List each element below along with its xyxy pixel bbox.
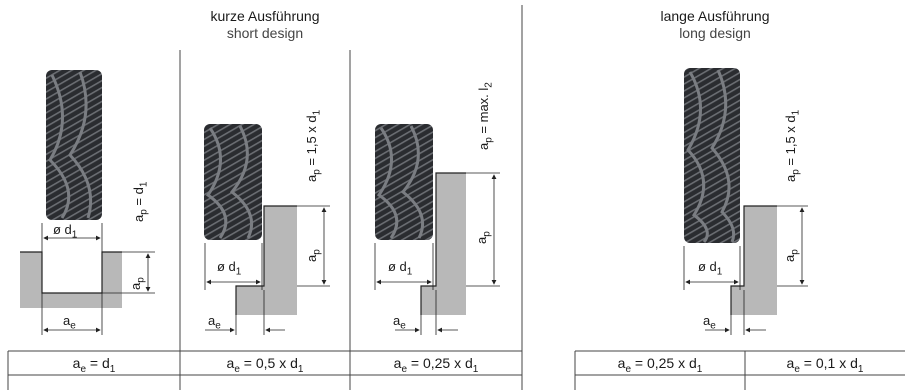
table-cell-ae-5: ae = 0,1 x d1 (786, 355, 864, 375)
table-cell-ae-2: ae = 0,5 x d1 (226, 355, 304, 375)
ae-label-3: ae (393, 313, 406, 332)
ap-label-3: ap (474, 231, 493, 244)
short-design-header: kurze Ausführung short design (170, 8, 360, 42)
cutter-1 (46, 70, 102, 220)
table-cell-ae-1: ae = d1 (72, 355, 116, 375)
cutter-4 (684, 68, 740, 243)
ap-label-4: ap (782, 249, 801, 262)
depth-formula-3: ap = max. l2 (476, 82, 495, 150)
long-design-title: lange Ausführung (660, 8, 770, 24)
depth-formula-4: ap = 1,5 x d1 (783, 109, 802, 182)
depth-formula-1: ap = d1 (131, 181, 150, 222)
ae-label-4: ae (703, 313, 716, 332)
ap-label-2: ap (304, 249, 323, 262)
table-cell-ae-4: ae = 0,25 x d1 (617, 355, 703, 375)
short-design-title: kurze Ausführung (210, 8, 320, 24)
long-design-subtitle: long design (679, 25, 751, 41)
d1-label-1: ø d1 (53, 222, 78, 241)
cutter-3 (375, 124, 433, 240)
d1-label-3: ø d1 (388, 259, 413, 278)
d1-label-2: ø d1 (217, 259, 242, 278)
ae-label-1: ae (63, 313, 76, 332)
long-design-header: lange Ausführung long design (620, 8, 810, 42)
ap-label-1: ap (128, 277, 147, 290)
workpiece-2 (235, 205, 297, 315)
ae-label-2: ae (208, 313, 221, 332)
short-design-subtitle: short design (226, 25, 304, 41)
workpiece-4 (730, 205, 777, 315)
depth-formula-2: ap = 1,5 x d1 (304, 109, 323, 182)
table-cell-ae-3: ae = 0,25 x d1 (393, 355, 479, 375)
workpiece-3 (420, 172, 466, 315)
d1-label-4: ø d1 (698, 259, 723, 278)
workpiece-1 (20, 251, 122, 308)
cutter-2 (204, 124, 262, 240)
